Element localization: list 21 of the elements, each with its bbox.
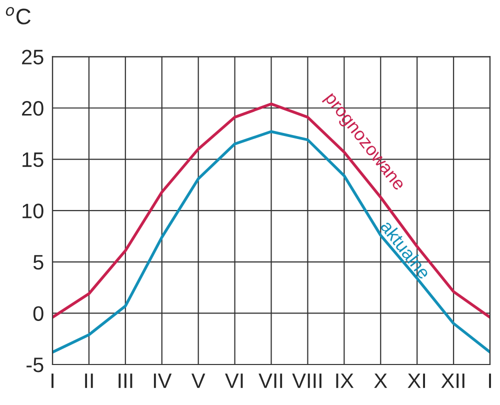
x-tick-label: VII — [258, 374, 282, 388]
x-tick-label: II — [85, 374, 93, 388]
y-tick-label: 5 — [33, 255, 44, 270]
x-tick-label: V — [191, 374, 206, 388]
x-tick-label: XI — [408, 374, 426, 388]
y-tick-label: 10 — [22, 204, 44, 218]
y-tick-label: 0 — [33, 306, 44, 321]
y-tick-label: -5 — [26, 358, 44, 372]
x-tick-label: IX — [336, 374, 354, 388]
x-tick-label: VIII — [292, 374, 322, 388]
x-tick-label: VI — [225, 374, 243, 388]
y-axis-title: $^{o}$C — [6, 6, 31, 24]
y-tick-label: 25 — [22, 50, 44, 64]
x-tick-label: IV — [154, 374, 172, 388]
x-tick-label: I — [489, 374, 491, 388]
y-tick-label: 20 — [22, 101, 44, 116]
x-tick-label: XII — [441, 374, 464, 388]
x-tick-label: I — [52, 374, 54, 388]
x-tick-label: X — [374, 374, 388, 388]
y-tick-label: 15 — [22, 152, 44, 168]
x-tick-label: III — [118, 374, 132, 388]
